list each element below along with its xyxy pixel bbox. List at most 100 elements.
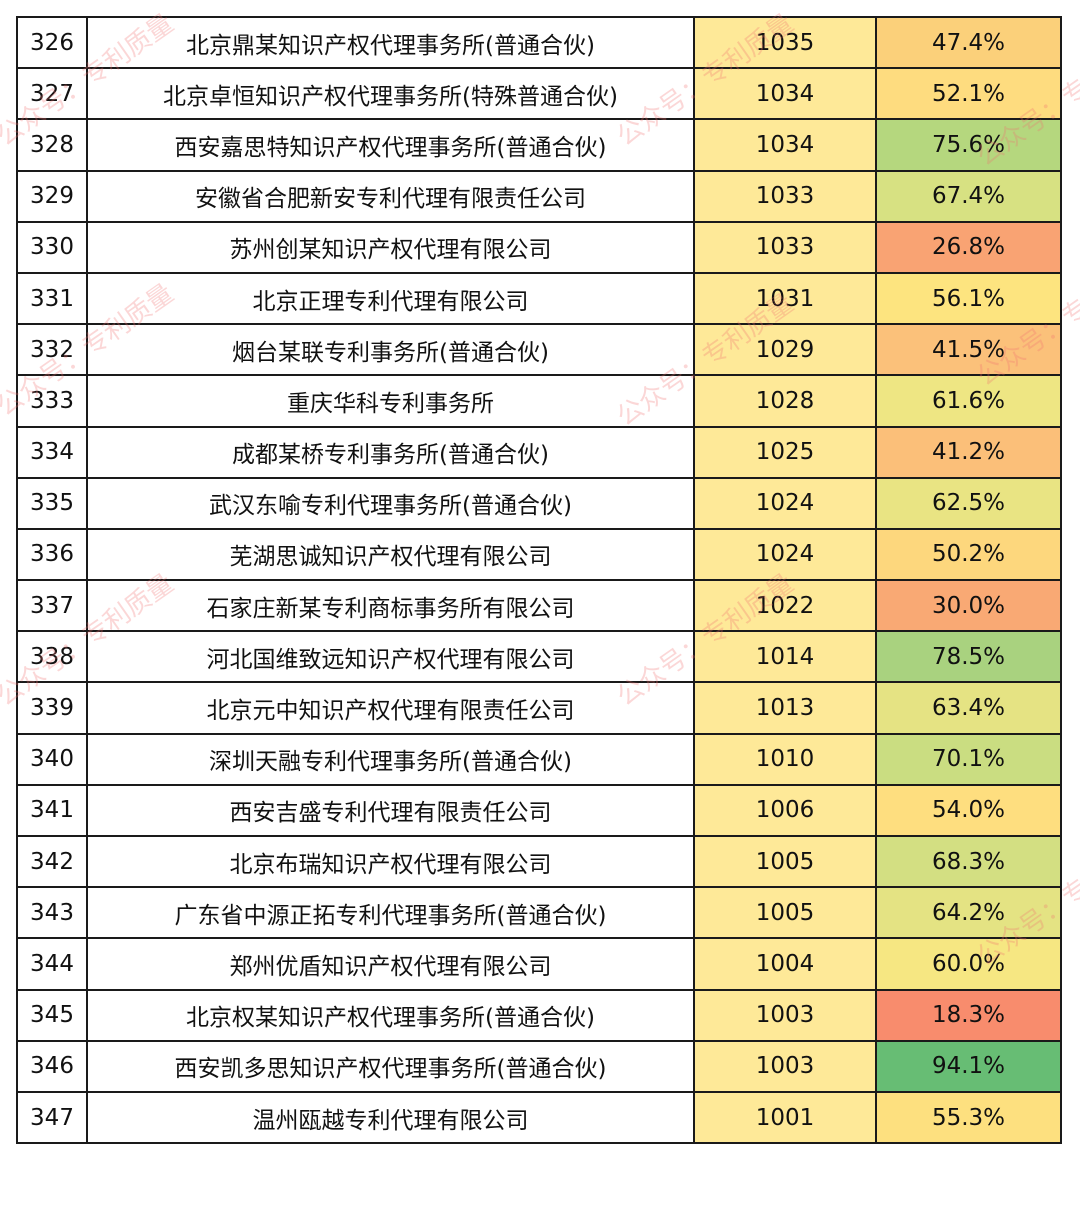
percentage-cell: 94.1% [875,1039,1062,1093]
agency-name-cell: 西安嘉思特知识产权代理事务所(普通合伙) [86,118,695,172]
agency-name-cell: 郑州优盾知识产权代理有限公司 [86,937,695,991]
rank-cell: 342 [16,834,88,889]
percentage-cell: 63.4% [875,681,1062,735]
table-row: 341 西安吉盛专利代理有限责任公司 1006 54.0% [16,783,1062,838]
agency-name-cell: 河北国维致远知识产权代理有限公司 [86,630,695,684]
count-cell: 1024 [693,476,877,530]
count-cell: 1029 [693,323,877,377]
percentage-cell: 60.0% [875,937,1062,991]
percentage-cell: 47.4% [875,15,1062,70]
rank-cell: 330 [16,220,88,274]
agency-name-cell: 西安凯多思知识产权代理事务所(普通合伙) [86,1039,695,1093]
rank-cell: 332 [16,323,88,377]
table-row: 338 河北国维致远知识产权代理有限公司 1014 78.5% [16,630,1062,684]
table-row: 330 苏州创某知识产权代理有限公司 1033 26.8% [16,220,1062,274]
agency-name-cell: 深圳天融专利代理事务所(普通合伙) [86,732,695,786]
rank-cell: 347 [16,1090,88,1145]
table-row: 328 西安嘉思特知识产权代理事务所(普通合伙) 1034 75.6% [16,118,1062,172]
rank-cell: 344 [16,937,88,991]
count-cell: 1003 [693,1039,877,1093]
count-cell: 1034 [693,118,877,172]
percentage-cell: 70.1% [875,732,1062,786]
rank-cell: 335 [16,476,88,530]
table-row: 332 烟台某联专利事务所(普通合伙) 1029 41.5% [16,323,1062,377]
count-cell: 1001 [693,1090,877,1145]
table-row: 334 成都某桥专利事务所(普通合伙) 1025 41.2% [16,425,1062,479]
percentage-cell: 55.3% [875,1090,1062,1145]
count-cell: 1031 [693,271,877,326]
table-row: 337 石家庄新某专利商标事务所有限公司 1022 30.0% [16,579,1062,633]
rank-cell: 331 [16,271,88,326]
percentage-cell: 50.2% [875,527,1062,582]
count-cell: 1035 [693,15,877,70]
table-row: 347 温州瓯越专利代理有限公司 1001 55.3% [16,1090,1062,1145]
count-cell: 1010 [693,732,877,786]
rank-cell: 343 [16,886,88,940]
table-row: 327 北京卓恒知识产权代理事务所(特殊普通合伙) 1034 52.1% [16,67,1062,121]
count-cell: 1014 [693,630,877,684]
agency-name-cell: 北京元中知识产权代理有限责任公司 [86,681,695,735]
count-cell: 1006 [693,783,877,838]
percentage-cell: 61.6% [875,374,1062,428]
rank-cell: 334 [16,425,88,479]
agency-name-cell: 石家庄新某专利商标事务所有限公司 [86,579,695,633]
rank-cell: 345 [16,988,88,1042]
count-cell: 1004 [693,937,877,991]
agency-name-cell: 北京鼎某知识产权代理事务所(普通合伙) [86,15,695,70]
agency-name-cell: 北京权某知识产权代理事务所(普通合伙) [86,988,695,1042]
count-cell: 1024 [693,527,877,582]
rank-cell: 328 [16,118,88,172]
agency-name-cell: 烟台某联专利事务所(普通合伙) [86,323,695,377]
rank-cell: 340 [16,732,88,786]
rank-cell: 338 [16,630,88,684]
rank-cell: 326 [16,15,88,70]
table-row: 340 深圳天融专利代理事务所(普通合伙) 1010 70.1% [16,732,1062,786]
percentage-cell: 62.5% [875,476,1062,530]
agency-name-cell: 北京正理专利代理有限公司 [86,271,695,326]
agency-name-cell: 芜湖思诚知识产权代理有限公司 [86,527,695,582]
count-cell: 1033 [693,169,877,223]
table-row: 326 北京鼎某知识产权代理事务所(普通合伙) 1035 47.4% [16,15,1062,70]
agency-name-cell: 苏州创某知识产权代理有限公司 [86,220,695,274]
percentage-cell: 54.0% [875,783,1062,838]
count-cell: 1005 [693,834,877,889]
table-row: 345 北京权某知识产权代理事务所(普通合伙) 1003 18.3% [16,988,1062,1042]
agency-name-cell: 安徽省合肥新安专利代理有限责任公司 [86,169,695,223]
rank-cell: 337 [16,579,88,633]
rank-cell: 341 [16,783,88,838]
rank-cell: 327 [16,67,88,121]
count-cell: 1025 [693,425,877,479]
percentage-cell: 68.3% [875,834,1062,889]
count-cell: 1003 [693,988,877,1042]
rank-cell: 339 [16,681,88,735]
count-cell: 1022 [693,579,877,633]
agency-name-cell: 北京布瑞知识产权代理有限公司 [86,834,695,889]
percentage-cell: 18.3% [875,988,1062,1042]
percentage-cell: 26.8% [875,220,1062,274]
table-row: 336 芜湖思诚知识产权代理有限公司 1024 50.2% [16,527,1062,582]
table-row: 343 广东省中源正拓专利代理事务所(普通合伙) 1005 64.2% [16,886,1062,940]
count-cell: 1028 [693,374,877,428]
ranking-table: 326 北京鼎某知识产权代理事务所(普通合伙) 1035 47.4% 327 北京卓恒知识… [16,15,1062,1145]
table-row: 333 重庆华科专利事务所 1028 61.6% [16,374,1062,428]
table-row: 344 郑州优盾知识产权代理有限公司 1004 60.0% [16,937,1062,991]
count-cell: 1005 [693,886,877,940]
table-row: 331 北京正理专利代理有限公司 1031 56.1% [16,271,1062,326]
table-row: 329 安徽省合肥新安专利代理有限责任公司 1033 67.4% [16,169,1062,223]
table-row: 335 武汉东喻专利代理事务所(普通合伙) 1024 62.5% [16,476,1062,530]
rank-cell: 333 [16,374,88,428]
agency-name-cell: 广东省中源正拓专利代理事务所(普通合伙) [86,886,695,940]
percentage-cell: 64.2% [875,886,1062,940]
agency-name-cell: 武汉东喻专利代理事务所(普通合伙) [86,476,695,530]
agency-name-cell: 温州瓯越专利代理有限公司 [86,1090,695,1145]
agency-name-cell: 成都某桥专利事务所(普通合伙) [86,425,695,479]
rank-cell: 346 [16,1039,88,1093]
count-cell: 1033 [693,220,877,274]
table-row: 342 北京布瑞知识产权代理有限公司 1005 68.3% [16,834,1062,889]
percentage-cell: 30.0% [875,579,1062,633]
count-cell: 1034 [693,67,877,121]
table-row: 339 北京元中知识产权代理有限责任公司 1013 63.4% [16,681,1062,735]
rank-cell: 329 [16,169,88,223]
percentage-cell: 75.6% [875,118,1062,172]
percentage-cell: 41.5% [875,323,1062,377]
